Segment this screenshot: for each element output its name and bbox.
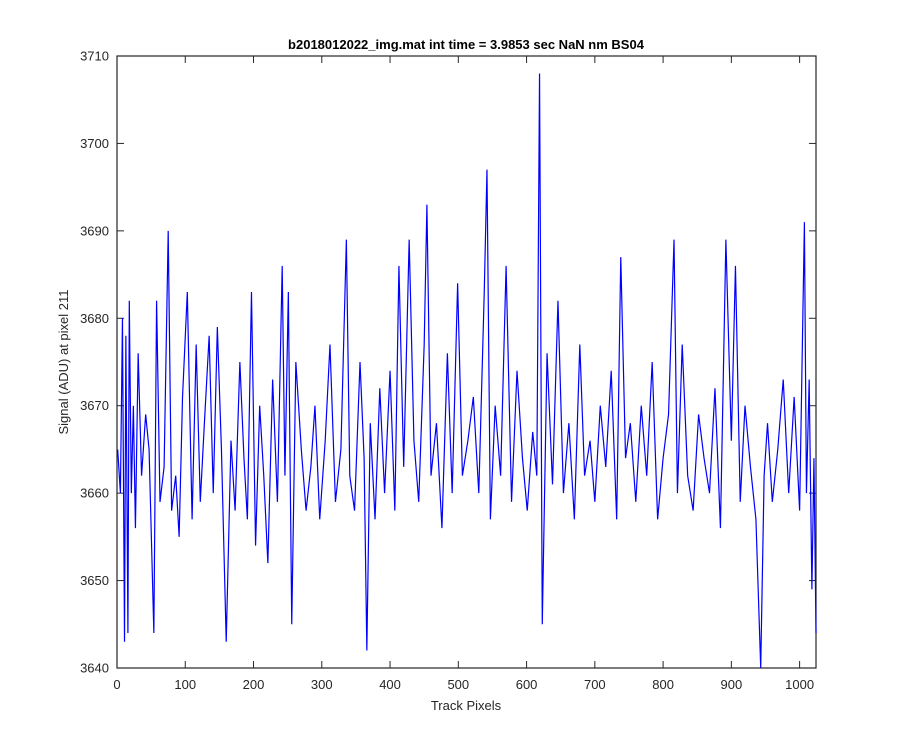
y-axis-label: Signal (ADU) at pixel 211 <box>56 290 71 435</box>
y-tick-label: 3690 <box>80 223 109 238</box>
x-axis-label: Track Pixels <box>431 698 502 713</box>
x-tick-label: 700 <box>584 677 606 692</box>
x-tick-label: 800 <box>652 677 674 692</box>
y-tick-label: 3660 <box>80 486 109 501</box>
plot-area <box>116 55 817 669</box>
y-tick-label: 3700 <box>80 136 109 151</box>
chart-title: b2018012022_img.mat int time = 3.9853 se… <box>288 37 645 52</box>
y-tick-label: 3670 <box>80 398 109 413</box>
x-tick-label: 600 <box>516 677 538 692</box>
y-tick-label: 3640 <box>80 661 109 676</box>
y-tick-label: 3650 <box>80 573 109 588</box>
x-tick-label: 300 <box>311 677 333 692</box>
x-tick-label: 500 <box>447 677 469 692</box>
x-tick-label: 0 <box>113 677 120 692</box>
x-tick-label: 1000 <box>785 677 814 692</box>
x-tick-label: 400 <box>379 677 401 692</box>
y-tick-label: 3710 <box>80 49 109 64</box>
x-tick-label: 900 <box>721 677 743 692</box>
y-tick-label: 3680 <box>80 311 109 326</box>
series-line-0 <box>117 73 817 669</box>
axis-ticks: 0 100 200 300 400 500 600 700 800 900 1000 3640 3650… <box>80 49 816 692</box>
series-layer <box>117 73 817 669</box>
x-tick-label: 100 <box>174 677 196 692</box>
x-tick-label: 200 <box>243 677 265 692</box>
